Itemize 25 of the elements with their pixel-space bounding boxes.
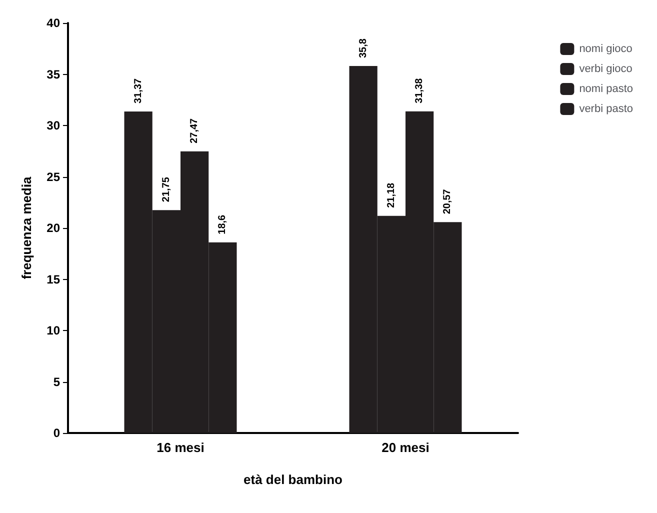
- y-tick-label: 25: [46, 170, 60, 184]
- data-label: 31,38: [414, 78, 426, 104]
- x-axis-title: età del bambino: [244, 472, 343, 487]
- data-label: 31,37: [132, 78, 144, 104]
- y-axis-title: frequenza media: [19, 176, 34, 280]
- legend-label: verbi pasto: [579, 103, 634, 115]
- y-tick-label: 20: [46, 221, 60, 235]
- y-tick-label: 40: [46, 16, 60, 30]
- y-tick-label: 35: [46, 67, 60, 82]
- data-label: 35,8: [358, 38, 369, 58]
- data-label: 20,57: [442, 188, 454, 214]
- legend-label: nomi gioco: [579, 43, 632, 55]
- x-tick-label: 20 mesi: [382, 440, 430, 455]
- legend-label: nomi pasto: [579, 83, 634, 95]
- data-label: 21,18: [386, 182, 397, 208]
- y-tick-label: 15: [46, 272, 60, 286]
- y-tick-label: 10: [46, 324, 60, 338]
- y-tick-label: 30: [46, 118, 60, 132]
- data-label: 27,47: [189, 118, 200, 144]
- y-tick-label: 5: [53, 374, 60, 389]
- data-label: 21,75: [160, 176, 172, 202]
- data-label: 18,6: [217, 214, 228, 234]
- legend-label: verbi gioco: [579, 63, 632, 75]
- y-tick-label: 0: [53, 426, 60, 440]
- x-tick-label: 16 mesi: [156, 440, 204, 455]
